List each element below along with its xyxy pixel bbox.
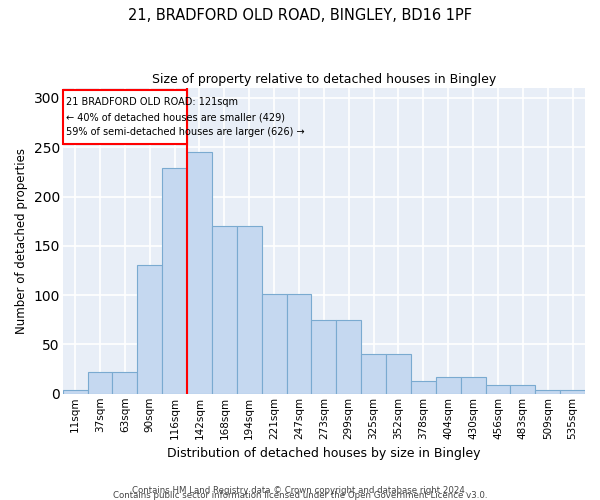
- Bar: [535, 390, 560, 394]
- Bar: [336, 320, 361, 394]
- Bar: [361, 354, 386, 394]
- Bar: [386, 354, 411, 394]
- Title: Size of property relative to detached houses in Bingley: Size of property relative to detached ho…: [152, 72, 496, 86]
- Bar: [311, 320, 336, 394]
- Text: Contains HM Land Registry data © Crown copyright and database right 2024.: Contains HM Land Registry data © Crown c…: [132, 486, 468, 495]
- Bar: [88, 372, 112, 394]
- X-axis label: Distribution of detached houses by size in Bingley: Distribution of detached houses by size …: [167, 447, 481, 460]
- Bar: [485, 385, 511, 394]
- Y-axis label: Number of detached properties: Number of detached properties: [15, 148, 28, 334]
- Bar: [511, 385, 535, 394]
- Text: 59% of semi-detached houses are larger (626) →: 59% of semi-detached houses are larger (…: [67, 128, 305, 138]
- Bar: [461, 377, 485, 394]
- Text: 21, BRADFORD OLD ROAD, BINGLEY, BD16 1PF: 21, BRADFORD OLD ROAD, BINGLEY, BD16 1PF: [128, 8, 472, 22]
- Bar: [262, 294, 287, 394]
- Bar: [436, 377, 461, 394]
- Bar: [212, 226, 237, 394]
- FancyBboxPatch shape: [63, 90, 187, 144]
- Bar: [411, 381, 436, 394]
- Bar: [560, 390, 585, 394]
- Bar: [237, 226, 262, 394]
- Bar: [287, 294, 311, 394]
- Bar: [162, 168, 187, 394]
- Text: Contains public sector information licensed under the Open Government Licence v3: Contains public sector information licen…: [113, 491, 487, 500]
- Text: 21 BRADFORD OLD ROAD: 121sqm: 21 BRADFORD OLD ROAD: 121sqm: [67, 97, 238, 107]
- Bar: [137, 264, 162, 394]
- Text: ← 40% of detached houses are smaller (429): ← 40% of detached houses are smaller (42…: [67, 112, 286, 122]
- Bar: [112, 372, 137, 394]
- Bar: [187, 152, 212, 394]
- Bar: [63, 390, 88, 394]
